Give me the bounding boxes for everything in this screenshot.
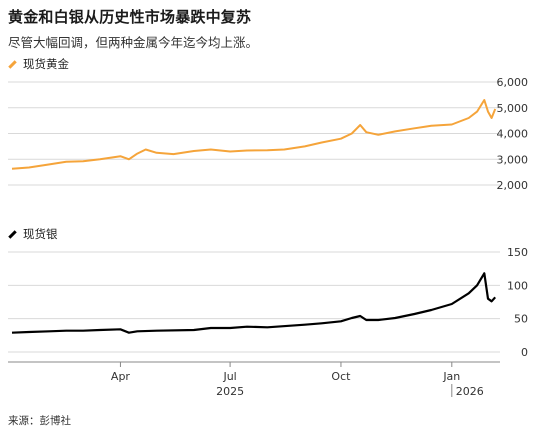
gold-series-line: [11, 99, 497, 170]
silver-ytick-label: 50: [514, 313, 528, 326]
silver-ytick-label: 100: [507, 279, 528, 292]
legend-gold-label: 现货黄金: [23, 57, 69, 71]
x-tick-label: Apr: [111, 370, 131, 383]
silver-series-line: [11, 272, 497, 334]
silver-ytick-label: 150: [507, 246, 528, 259]
gold-ytick-label: 2,000: [497, 179, 529, 192]
legend-silver-label: 现货银: [23, 227, 58, 241]
x-tick-label: Jul: [222, 370, 236, 383]
x-year-label: 2025: [216, 385, 244, 398]
x-year-label: 2026: [456, 385, 484, 398]
x-tick-label: Oct: [331, 370, 351, 383]
silver-ytick-label: 0: [521, 346, 528, 359]
chart-subtitle: 尽管大幅回调，但两种金属今年迄今均上涨。: [8, 35, 259, 50]
legend-gold: 现货黄金: [8, 56, 69, 72]
legend-silver: 现货银: [8, 226, 58, 242]
x-tick-label: Jan: [442, 370, 460, 383]
source-note: 来源：彭博社: [8, 415, 71, 427]
gold-ytick-label: 4,000: [497, 128, 529, 141]
gold-ytick-label: 3,000: [497, 153, 529, 166]
gold-ytick-label: 6,000: [497, 76, 529, 89]
gold-ytick-label: 5,000: [497, 102, 529, 115]
chart-title: 黄金和白银从历史性市场暴跌中复苏: [8, 8, 252, 26]
